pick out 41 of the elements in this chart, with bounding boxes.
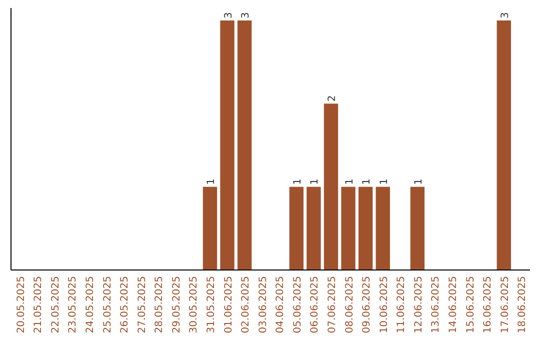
data-label: 3 — [240, 12, 252, 18]
x-tick-label: 17.06.2025 — [500, 276, 511, 334]
x-tick-label: 26.05.2025 — [120, 276, 131, 334]
x-tick-label: 14.06.2025 — [448, 276, 460, 334]
x-tick-label: 18.06.2025 — [517, 276, 528, 334]
x-tick-label: 09.06.2025 — [362, 276, 373, 334]
x-tick-label: 20.05.2025 — [16, 276, 27, 334]
x-tick-label: 16.06.2025 — [482, 276, 494, 334]
x-tick-label: 31.05.2025 — [206, 276, 217, 334]
x-tick-label: 08.06.2025 — [344, 276, 356, 334]
x-tick-label: 03.06.2025 — [258, 276, 269, 334]
x-tick-label: 15.06.2025 — [465, 276, 476, 334]
data-label: 1 — [378, 178, 390, 185]
x-tick-label: 10.06.2025 — [378, 276, 390, 334]
x-tick-label: 07.06.2025 — [327, 276, 338, 334]
x-tick-label: 24.05.2025 — [84, 276, 96, 334]
x-tick-label: 21.05.2025 — [33, 276, 44, 334]
data-label: 1 — [310, 178, 321, 185]
data-label: 1 — [413, 178, 424, 185]
x-tick-label: 06.06.2025 — [310, 276, 321, 334]
x-tick-label: 22.05.2025 — [50, 276, 62, 334]
x-tick-label: 23.05.2025 — [68, 276, 79, 334]
x-tick-label: 25.05.2025 — [102, 276, 114, 334]
x-tick-label: 27.05.2025 — [136, 276, 148, 334]
x-tick-label: 28.05.2025 — [154, 276, 166, 334]
x-tick-label: 11.06.2025 — [396, 276, 408, 334]
data-label: 1 — [206, 178, 217, 185]
x-tick-label: 02.06.2025 — [240, 276, 252, 334]
x-tick-label: 13.06.2025 — [430, 276, 442, 334]
data-label: 1 — [292, 178, 304, 185]
x-tick-label: 29.05.2025 — [171, 276, 182, 334]
data-label: 2 — [327, 95, 338, 102]
data-label: 1 — [362, 178, 373, 185]
data-label: 3 — [223, 12, 234, 18]
x-tick-label: 04.06.2025 — [275, 276, 286, 334]
x-tick-label: 05.06.2025 — [292, 276, 304, 334]
x-tick-label: 12.06.2025 — [413, 276, 424, 334]
data-label: 1 — [344, 178, 356, 185]
data-label: 3 — [500, 12, 511, 18]
x-tick-label: 01.06.2025 — [223, 276, 234, 334]
x-tick-label: 30.05.2025 — [188, 276, 200, 334]
